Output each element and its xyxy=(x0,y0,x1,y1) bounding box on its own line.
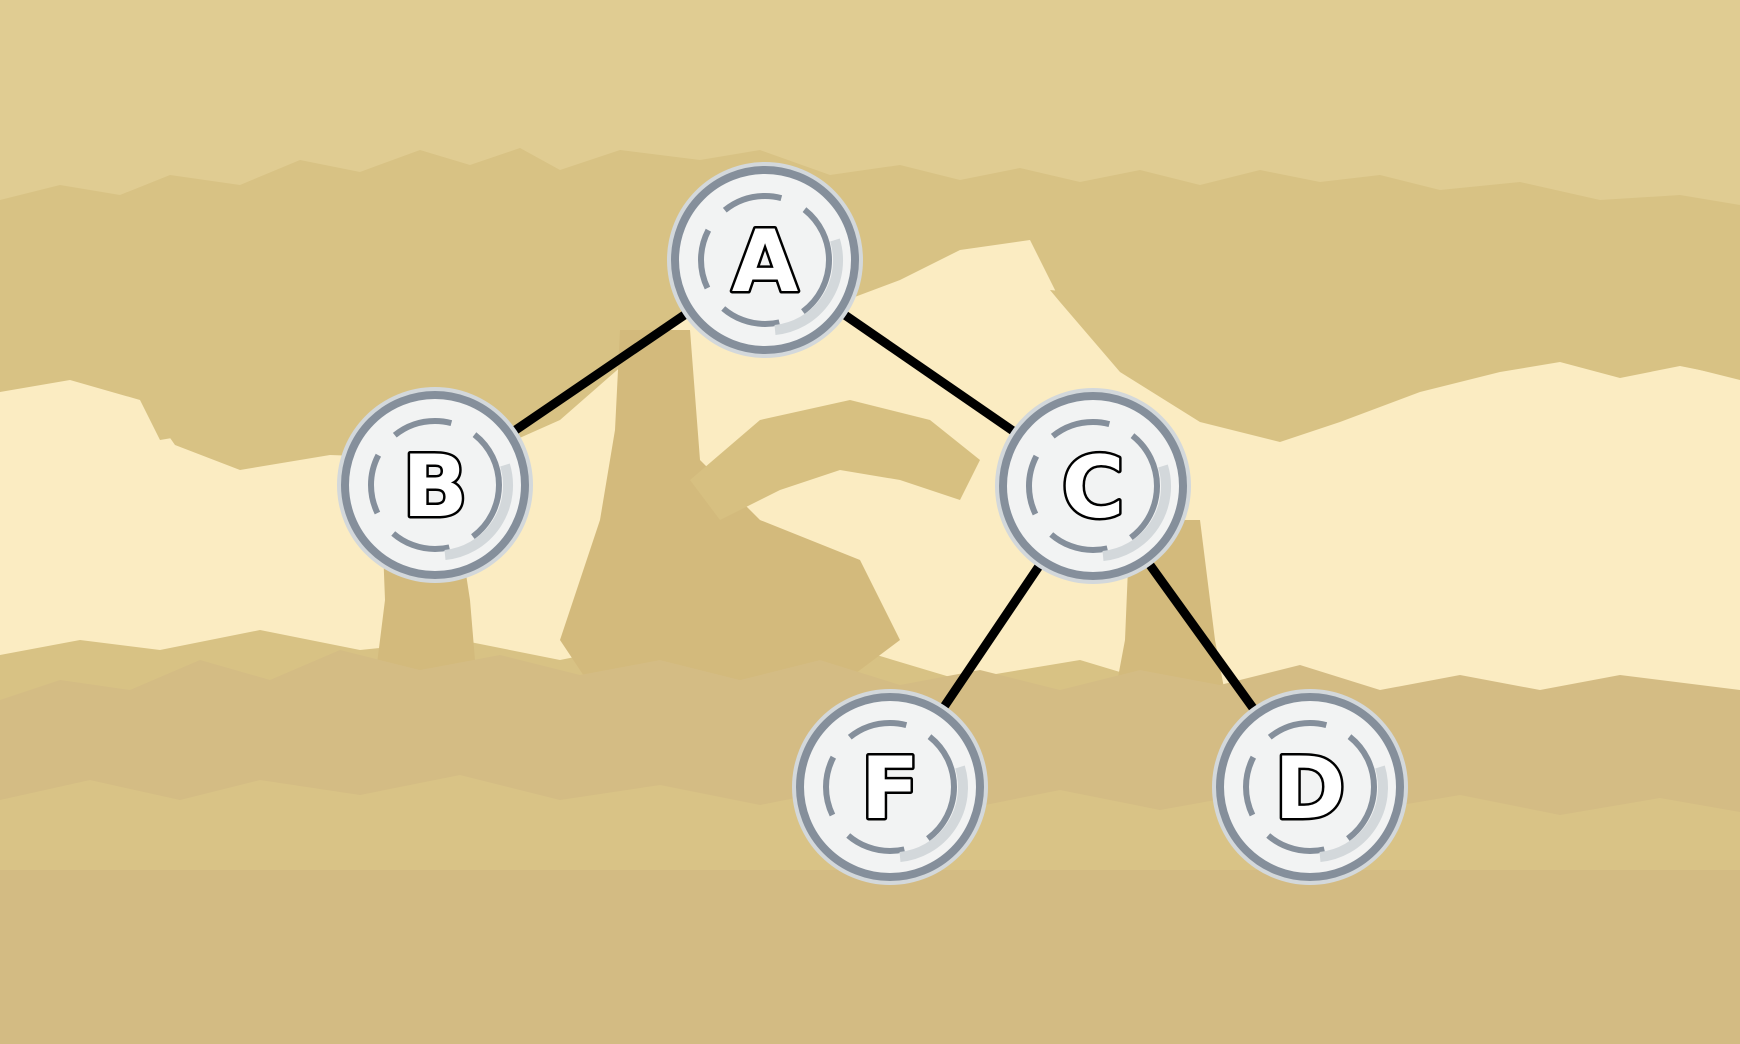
edge-c-d xyxy=(1140,554,1263,719)
node-a: A xyxy=(667,162,863,358)
node-label-a: A xyxy=(732,212,799,312)
edge-a-c xyxy=(834,306,1024,440)
node-b: B xyxy=(337,387,533,583)
node-d: D xyxy=(1212,689,1408,885)
tree-branch-center xyxy=(690,400,980,520)
node-coin-shine-b xyxy=(444,463,514,560)
canopy-overhang-right xyxy=(1050,290,1740,442)
node-coin-inner-ring-f xyxy=(823,720,957,854)
ground-bottom-band xyxy=(0,870,1740,1044)
node-coin-inner-ring-c xyxy=(1026,419,1160,553)
node-coin-inner-ring-d xyxy=(1243,720,1377,854)
tree-edges xyxy=(505,305,1263,719)
edge-a-b xyxy=(505,305,695,440)
node-label-b: B xyxy=(402,437,468,537)
node-label-d: D xyxy=(1274,739,1345,839)
node-label-c: C xyxy=(1061,438,1124,538)
node-label-f: F xyxy=(861,739,920,839)
node-coin-shine-f xyxy=(899,765,969,862)
node-coin-inner-ring-a xyxy=(698,193,832,327)
node-coin-shine-d xyxy=(1319,765,1389,862)
node-coin-inner-ring-b xyxy=(368,418,502,552)
node-coin-shine-a xyxy=(774,238,844,335)
node-f: F xyxy=(792,689,988,885)
node-coin-shine-c xyxy=(1102,464,1172,561)
node-c: C xyxy=(995,388,1191,584)
edge-c-f xyxy=(935,556,1048,717)
tree-nodes: A B C F D xyxy=(337,162,1408,885)
